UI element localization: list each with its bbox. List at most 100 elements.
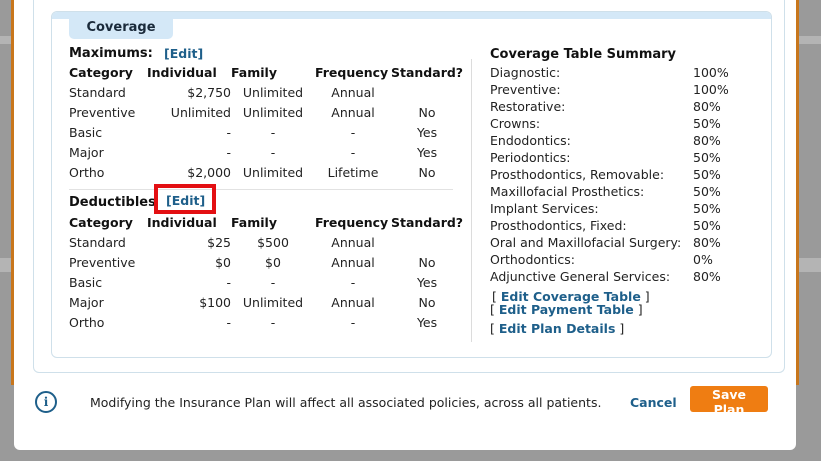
summary-percent: 80% xyxy=(693,269,721,284)
table-cell xyxy=(391,232,463,252)
column-header: Standard? xyxy=(391,214,464,230)
summary-row: Orthodontics: 0% xyxy=(490,251,743,268)
close-bracket: ] xyxy=(637,302,643,317)
summary-percent: 80% xyxy=(693,133,721,148)
table-cell: Yes xyxy=(416,274,438,290)
summary-percent: 50% xyxy=(693,150,721,165)
cancel-button[interactable]: Cancel xyxy=(630,395,677,410)
table-cell: Unlimited xyxy=(242,294,304,310)
summary-percent: 50% xyxy=(693,201,721,216)
table-cell: Yes xyxy=(416,144,438,160)
tab-coverage[interactable]: Coverage xyxy=(69,12,173,39)
table-cell: Unlimited xyxy=(242,84,304,100)
summary-row: Diagnostic: 100% xyxy=(490,64,743,81)
panel-top-bar xyxy=(52,12,771,19)
table-cell: Annual xyxy=(331,84,375,100)
table-cell: - xyxy=(270,144,276,160)
save-plan-button[interactable]: Save Plan xyxy=(690,386,768,417)
summary-percent: 50% xyxy=(693,116,721,131)
table-cell: Standard xyxy=(69,234,126,250)
maximums-table: Category Individual Family Frequency Sta… xyxy=(69,62,463,182)
column-header: Standard? xyxy=(391,64,464,80)
open-bracket: [ xyxy=(490,302,495,317)
table-cell: $2,000 xyxy=(187,164,231,180)
summary-row: Prosthodontics, Fixed: 50% xyxy=(490,217,743,234)
summary-row: Prosthodontics, Removable: 50% xyxy=(490,166,743,183)
column-header: Family xyxy=(231,214,277,230)
table-cell: Basic xyxy=(69,124,103,140)
table-cell: No xyxy=(418,254,436,270)
table-cell: $500 xyxy=(257,234,289,250)
summary-category: Adjunctive General Services: xyxy=(490,269,671,284)
summary-row: Periodontics: 50% xyxy=(490,149,743,166)
table-cell: - xyxy=(350,124,356,140)
plan-card: Coverage Maximums: [Edit] Category Indiv… xyxy=(33,0,785,373)
edit-coverage-table-link[interactable]: Edit Coverage Table xyxy=(500,289,641,304)
edit-plan-details-row: [ Edit Plan Details ] xyxy=(490,322,743,335)
column-header: Category xyxy=(69,214,133,230)
column-header: Frequency xyxy=(315,64,389,80)
summary-category: Diagnostic: xyxy=(490,65,561,80)
summary-category: Periodontics: xyxy=(490,150,571,165)
table-cell: - xyxy=(350,144,356,160)
table-cell: Annual xyxy=(331,234,375,250)
deductibles-table: Category Individual Family Frequency Sta… xyxy=(69,212,463,332)
summary-category: Crowns: xyxy=(490,116,541,131)
maximums-edit-link[interactable]: [Edit] xyxy=(164,46,204,61)
deductibles-edit-link[interactable]: [Edit] xyxy=(166,193,206,208)
edit-payment-table-row: [ Edit Payment Table ] xyxy=(490,303,743,316)
table-cell: No xyxy=(418,104,436,120)
summary-row: Restorative: 80% xyxy=(490,98,743,115)
table-cell: Annual xyxy=(331,254,375,270)
background-accent xyxy=(11,0,14,385)
background-stripe xyxy=(0,36,14,44)
table-cell: Standard xyxy=(69,84,126,100)
table-cell: Annual xyxy=(331,104,375,120)
maximums-title: Maximums: xyxy=(69,46,153,61)
table-cell: - xyxy=(270,124,276,140)
table-cell: Unlimited xyxy=(242,164,304,180)
table-cell: Yes xyxy=(416,124,438,140)
deductibles-title: Deductibles xyxy=(69,195,156,210)
table-cell: - xyxy=(270,314,276,330)
summary-percent: 50% xyxy=(693,184,721,199)
summary-category: Orthodontics: xyxy=(490,252,575,267)
background-accent xyxy=(796,0,799,385)
table-cell: Basic xyxy=(69,274,103,290)
table-cell: No xyxy=(418,164,436,180)
column-header: Individual xyxy=(147,214,217,230)
table-cell: Major xyxy=(69,294,104,310)
column-header: Frequency xyxy=(315,214,389,230)
table-row: Ortho $2,000 Unlimited Lifetime No xyxy=(69,162,463,182)
edit-payment-table-link[interactable]: Edit Payment Table xyxy=(498,302,634,317)
table-cell: $25 xyxy=(207,234,231,250)
summary-row: Crowns: 50% xyxy=(490,115,743,132)
table-cell: Preventive xyxy=(69,254,136,270)
summary-percent: 100% xyxy=(693,65,729,80)
summary-row: Oral and Maxillofacial Surgery: 80% xyxy=(490,234,743,251)
table-cell: Major xyxy=(69,144,104,160)
table-row: Basic - - - Yes xyxy=(69,272,463,292)
table-cell: $0 xyxy=(265,254,281,270)
table-cell: - xyxy=(226,274,231,290)
table-cell: Lifetime xyxy=(327,164,379,180)
edit-plan-details-link[interactable]: Edit Plan Details xyxy=(498,321,616,336)
table-cell: - xyxy=(350,274,356,290)
modal-footer: i Modifying the Insurance Plan will affe… xyxy=(33,386,778,421)
table-cell: Ortho xyxy=(69,314,105,330)
table-cell: - xyxy=(226,144,231,160)
table-row: Major - - - Yes xyxy=(69,142,463,162)
column-divider xyxy=(471,59,472,342)
summary-category: Implant Services: xyxy=(490,201,599,216)
open-bracket: [ xyxy=(490,321,495,336)
summary-percent: 50% xyxy=(693,218,721,233)
table-cell: No xyxy=(418,294,436,310)
table-row: Major $100 Unlimited Annual No xyxy=(69,292,463,312)
summary-percent: 50% xyxy=(693,167,721,182)
column-header: Family xyxy=(231,64,277,80)
table-cell: $0 xyxy=(215,254,231,270)
background-stripe xyxy=(0,258,14,272)
summary-category: Prosthodontics, Removable: xyxy=(490,167,665,182)
table-cell: Preventive xyxy=(69,104,136,120)
table-cell: Annual xyxy=(331,294,375,310)
